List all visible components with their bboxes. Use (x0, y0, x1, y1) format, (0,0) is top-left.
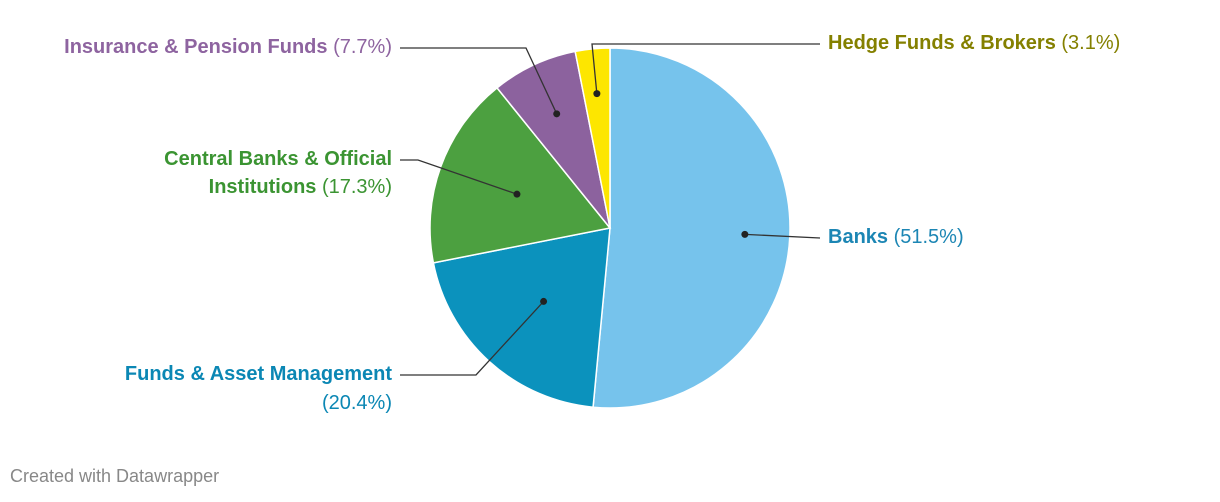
label-central-banks-and-official-institutions: Central Banks & Official (164, 148, 392, 170)
label-continued-central-banks-and-official-institutions: Institutions (17.3%) (209, 176, 392, 198)
leader-dot-hedge-funds-and-brokers (593, 90, 601, 98)
label-insurance-and-pension-funds: Insurance & Pension Funds (7.7%) (64, 36, 392, 58)
leader-line-insurance-and-pension-funds (400, 47, 558, 115)
slice-central-banks-and-official-institutions (429, 86, 612, 264)
slice-banks (592, 47, 791, 409)
label-name: Hedge Funds & Brokers (828, 32, 1056, 54)
label-value-funds-and-asset-management: (20.4%) (322, 392, 392, 414)
leader-line-banks (744, 233, 821, 239)
label-funds-and-asset-management: Funds & Asset Management (125, 363, 392, 385)
label-name: Funds & Asset Management (125, 363, 392, 385)
label-value: (20.4%) (322, 392, 392, 414)
leader-lines (400, 43, 821, 376)
credit-text: Created with Datawrapper (10, 466, 220, 486)
leader-dot-banks (741, 230, 749, 238)
label-value: (17.3%) (316, 176, 392, 198)
label-hedge-funds-and-brokers: Hedge Funds & Brokers (3.1%) (828, 32, 1120, 54)
leader-line-hedge-funds-and-brokers (591, 43, 820, 94)
label-banks: Banks (51.5%) (828, 226, 964, 248)
leader-dot-insurance-and-pension-funds (553, 110, 561, 118)
leader-line-central-banks-and-official-institutions (400, 159, 518, 195)
slice-labels: Banks (51.5%) Funds & Asset Management (20… (64, 32, 1120, 414)
leader-line-funds-and-asset-management (400, 300, 545, 376)
label-name: Banks (828, 226, 888, 248)
label-name: Institutions (209, 176, 317, 198)
label-value: (3.1%) (1056, 32, 1120, 54)
label-name: Central Banks & Official (164, 148, 392, 170)
pie-slices (429, 47, 791, 409)
label-value: (51.5%) (888, 226, 964, 248)
label-value: (7.7%) (328, 36, 392, 58)
leader-dot-funds-and-asset-management (540, 297, 548, 305)
label-name: Insurance & Pension Funds (64, 36, 327, 58)
leader-dot-central-banks-and-official-institutions (513, 190, 521, 198)
